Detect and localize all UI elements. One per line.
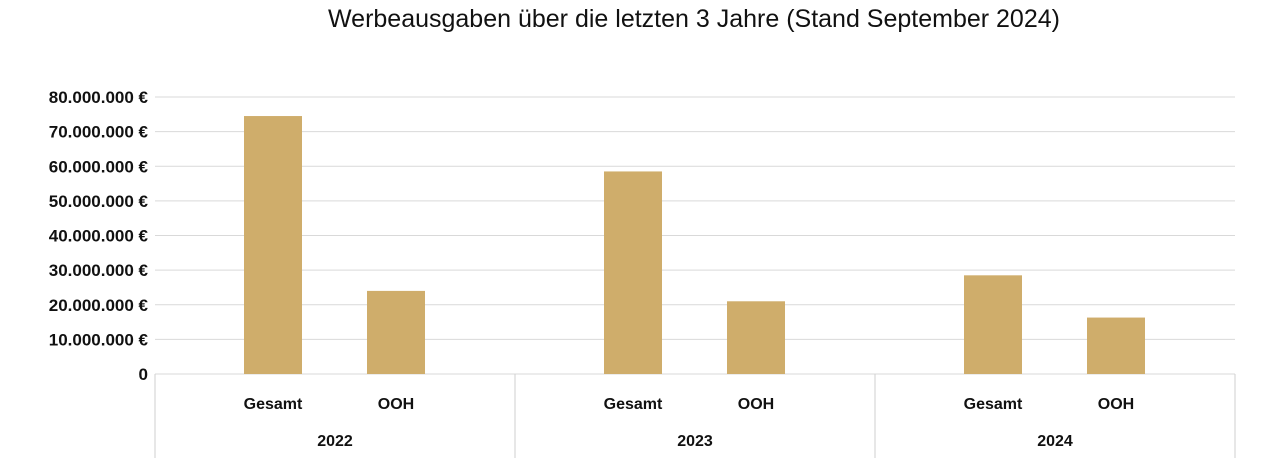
bar (964, 275, 1022, 374)
y-tick-label: 10.000.000 € (49, 330, 149, 349)
gridlines (155, 96, 1235, 375)
bar (1087, 317, 1145, 374)
bar-category-label: Gesamt (964, 396, 1023, 413)
y-tick-label: 50.000.000 € (49, 192, 149, 211)
y-tick-label: 40.000.000 € (49, 227, 149, 246)
bar (604, 171, 662, 374)
bar-category-label: OOH (378, 396, 414, 413)
group-label: 2023 (677, 433, 713, 450)
bar-category-label: OOH (1098, 396, 1134, 413)
y-tick-label: 80.000.000 € (49, 88, 149, 107)
y-tick-label: 20.000.000 € (49, 296, 149, 315)
bars (244, 116, 1145, 374)
y-tick-label: 30.000.000 € (49, 261, 149, 280)
bar (727, 301, 785, 374)
bar-category-label: Gesamt (244, 396, 303, 413)
bar (244, 116, 302, 374)
bar-category-label: Gesamt (604, 396, 663, 413)
bar-category-label: OOH (738, 396, 774, 413)
group-label: 2022 (317, 433, 353, 450)
category-labels: Gesamt OOH 2022 Gesamt OOH 2023 Gesamt OOH 2024 (244, 396, 1135, 450)
y-axis-ticks: 0 10.000.000 € 20.000.000 € 30.000.000 € 40.… (49, 88, 149, 384)
group-label: 2024 (1037, 433, 1073, 450)
chart-title: Werbeausgaben über die letzten 3 Jahre (… (328, 5, 1060, 33)
y-tick-label: 70.000.000 € (49, 123, 149, 142)
y-tick-label: 0 (139, 365, 148, 384)
y-tick-label: 60.000.000 € (49, 157, 149, 176)
bar (367, 290, 425, 374)
category-frame (154, 374, 1236, 458)
